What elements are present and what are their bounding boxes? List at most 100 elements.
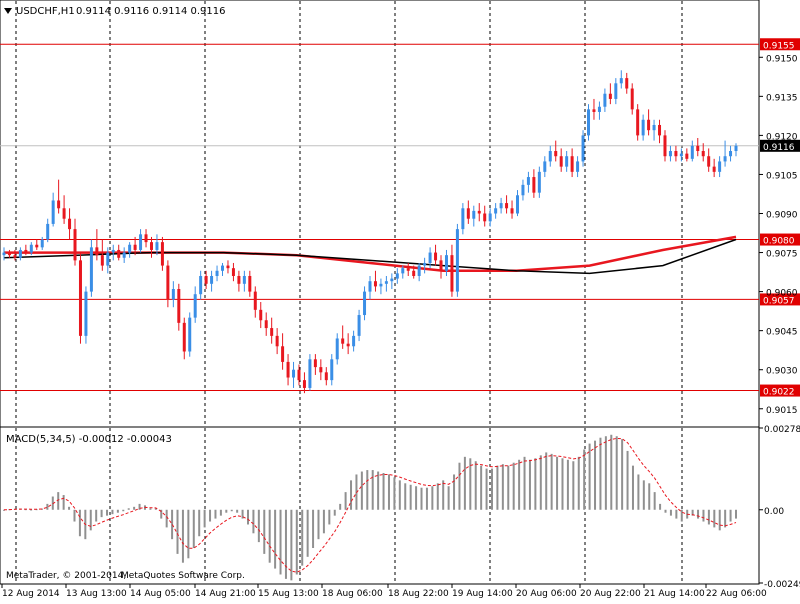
macd-bar bbox=[51, 496, 54, 510]
macd-bar bbox=[697, 509, 700, 519]
candle bbox=[13, 249, 17, 261]
macd-bar bbox=[545, 452, 548, 510]
macd-tick-label: -0.00249 bbox=[764, 580, 800, 590]
candle-body bbox=[526, 177, 530, 185]
candle bbox=[679, 148, 683, 162]
macd-bar bbox=[198, 509, 201, 537]
candle-body bbox=[505, 203, 509, 209]
macd-bar bbox=[263, 509, 266, 554]
candle-body bbox=[13, 255, 17, 258]
macd-header: MACD(5,34,5) -0.00012 -0.00043 bbox=[6, 434, 172, 445]
candle bbox=[237, 270, 241, 292]
macd-bar bbox=[398, 480, 401, 510]
candle bbox=[625, 72, 629, 94]
candle-body bbox=[483, 213, 487, 222]
macd-bar bbox=[556, 456, 559, 510]
macd-bar bbox=[637, 474, 640, 510]
candle-body bbox=[685, 153, 689, 159]
candle-body bbox=[373, 281, 377, 287]
macd-bar bbox=[247, 509, 249, 525]
horizontal-levels[interactable]: 0.9155 0.9080 0.9057 0.9022 bbox=[0, 38, 800, 398]
candle bbox=[51, 192, 55, 227]
candle bbox=[226, 260, 230, 274]
macd-bar bbox=[480, 465, 483, 510]
macd-bar bbox=[572, 461, 575, 510]
candle bbox=[40, 236, 44, 250]
candle-body bbox=[281, 346, 285, 362]
candle-body bbox=[188, 317, 192, 352]
candle bbox=[62, 195, 66, 224]
candle bbox=[253, 286, 257, 318]
macd-bar bbox=[566, 459, 569, 510]
candle-body bbox=[226, 265, 230, 269]
candle-body bbox=[248, 275, 252, 292]
macd-bar bbox=[680, 509, 683, 522]
macd-bar bbox=[360, 471, 363, 510]
candle-body bbox=[313, 359, 317, 368]
macd-bar bbox=[241, 509, 244, 519]
time-tick-label: 20 Aug 22:00 bbox=[580, 589, 641, 599]
candle bbox=[379, 278, 383, 295]
time-axis: 12 Aug 2014 13 Aug 13:00 14 Aug 05:00 14 Au… bbox=[1, 584, 767, 599]
macd-bar bbox=[501, 464, 504, 510]
candle-body bbox=[204, 275, 208, 284]
symbol-header[interactable]: USDCHF,H1 0.9114 0.9116 0.9114 0.9116 bbox=[4, 6, 226, 17]
macd-bar bbox=[78, 509, 81, 537]
candle bbox=[587, 104, 591, 141]
price-tick-label: 0.9075 bbox=[766, 250, 798, 260]
current-price-tag bbox=[760, 139, 800, 152]
macd-bar bbox=[214, 509, 217, 519]
time-tick-label: 14 Aug 21:00 bbox=[195, 589, 256, 599]
candle-body bbox=[357, 315, 361, 336]
candle-body bbox=[729, 151, 733, 157]
candle-body bbox=[647, 119, 651, 131]
candle bbox=[324, 367, 328, 386]
candle bbox=[275, 328, 279, 355]
time-tick-label: 14 Aug 05:00 bbox=[130, 589, 191, 599]
candle bbox=[319, 359, 323, 381]
candle bbox=[630, 83, 634, 115]
macd-bar bbox=[588, 443, 591, 510]
price-tick-label: 0.9060 bbox=[766, 289, 798, 299]
candle-body bbox=[133, 244, 137, 250]
candle-body bbox=[603, 93, 607, 107]
macd-bar bbox=[24, 509, 27, 511]
candle bbox=[559, 148, 563, 172]
macd-bar bbox=[344, 492, 347, 510]
macd-bar bbox=[669, 509, 672, 516]
candle bbox=[302, 372, 306, 394]
macd-bar bbox=[203, 509, 206, 528]
candle bbox=[668, 145, 672, 162]
candle-body bbox=[144, 234, 148, 243]
candle bbox=[423, 257, 427, 274]
level-price-label: 0.9080 bbox=[763, 237, 795, 247]
price-tick-label: 0.9015 bbox=[766, 406, 798, 416]
candle-body bbox=[51, 200, 55, 224]
candle bbox=[166, 260, 170, 308]
candle bbox=[439, 255, 443, 279]
macd-bar bbox=[89, 509, 92, 531]
candle bbox=[603, 88, 607, 112]
macd-bar bbox=[604, 436, 607, 510]
candle-body bbox=[46, 223, 50, 240]
candle-body bbox=[723, 156, 727, 162]
macd-bar bbox=[95, 509, 98, 522]
candle bbox=[95, 229, 99, 261]
candle-body bbox=[532, 177, 536, 193]
macd-bar bbox=[528, 459, 531, 510]
chevron-down-icon[interactable] bbox=[4, 8, 12, 14]
candle bbox=[29, 242, 33, 256]
candle-body bbox=[434, 252, 438, 261]
candle bbox=[647, 109, 651, 136]
candle bbox=[171, 281, 175, 308]
macd-bar bbox=[735, 509, 737, 519]
level-price-tag bbox=[760, 233, 800, 246]
macd-bar bbox=[279, 509, 282, 575]
macd-bar bbox=[268, 509, 271, 563]
candle-body bbox=[679, 153, 683, 157]
macd-bar bbox=[3, 509, 5, 511]
candle-body bbox=[84, 291, 88, 336]
candle bbox=[264, 312, 268, 336]
